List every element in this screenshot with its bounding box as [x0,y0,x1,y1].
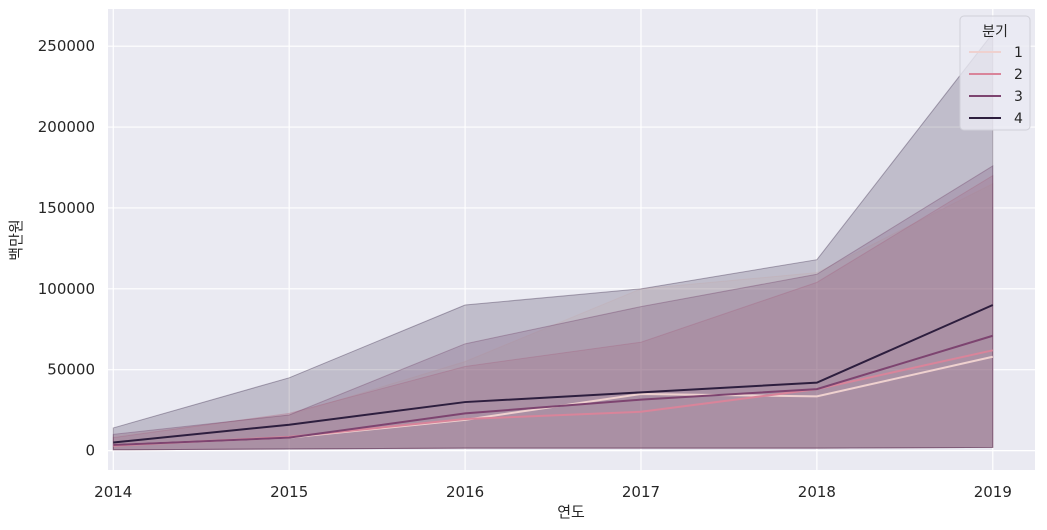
x-tick-label: 2015 [270,483,308,501]
series-lines [113,304,994,447]
y-tick-label: 250000 [38,37,95,55]
y-tick-label: 100000 [38,280,95,298]
ci-band-2 [112,174,994,451]
legend-item-3[interactable]: 3 [969,89,1023,105]
plot-background [108,9,1035,470]
series-line-3 [113,334,994,446]
x-tick-label: 2018 [798,483,836,501]
ci-band-4 [112,31,994,451]
y-tick-label: 0 [85,442,95,460]
ci-band-1 [112,182,994,451]
x-tick-label: 2019 [974,483,1012,501]
series-line-4 [113,304,994,444]
y-tick-label: 50000 [47,361,95,379]
legend-item-4[interactable]: 4 [969,111,1023,127]
legend-title: 분기 [982,24,1008,40]
ci-band-3 [112,165,994,451]
legend-label: 4 [1014,111,1023,127]
x-tick-label: 2014 [94,483,132,501]
legend-label: 3 [1014,89,1023,105]
y-tick-label: 150000 [38,199,95,217]
x-tick-labels: 2014 2015 2016 2017 2018 2019 [94,483,1012,501]
y-axis-label: 백만원 [7,219,25,260]
legend-items: 1 2 3 4 [969,45,1023,127]
legend-label: 2 [1014,67,1023,83]
legend[interactable]: 분기 1 2 3 4 [959,15,1031,131]
confidence-bands [112,31,994,451]
x-tick-label: 2017 [622,483,660,501]
legend-label: 1 [1014,45,1023,61]
x-axis-label: 연도 [557,503,585,521]
y-tick-label: 200000 [38,118,95,136]
y-tick-labels: 0 50000 100000 150000 200000 250000 [38,37,95,459]
x-tick-label: 2016 [446,483,484,501]
legend-item-2[interactable]: 2 [969,67,1023,83]
legend-item-1[interactable]: 1 [969,45,1023,61]
